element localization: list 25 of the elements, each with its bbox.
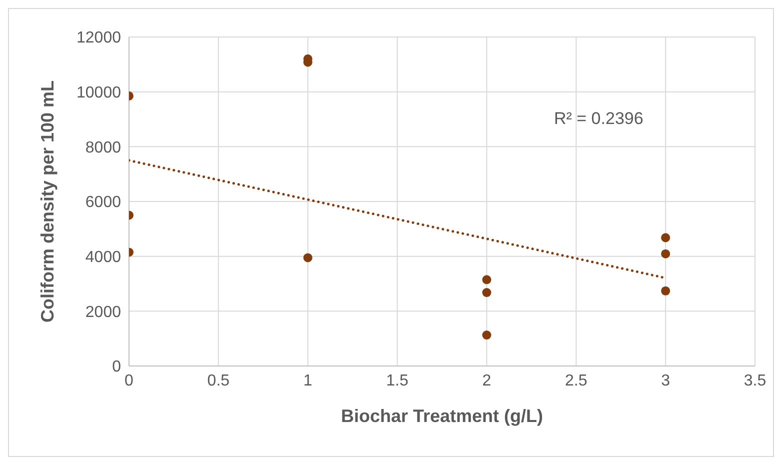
point [303, 253, 312, 262]
annotation: R² = 0.2396 [554, 109, 644, 129]
x-axis-title: Biochar Treatment (g/L) [340, 406, 544, 426]
y-tick-label: 6000 [85, 194, 122, 212]
point [482, 275, 492, 284]
point [661, 286, 670, 296]
x-tick-label: 2 [482, 372, 492, 390]
x-tick-label: 3.5 [744, 372, 766, 390]
point [661, 249, 670, 258]
point [482, 288, 492, 298]
x-tick-label: 2.5 [565, 372, 588, 390]
point [482, 330, 492, 340]
x-tick-label: 1.5 [386, 372, 409, 390]
y-tick-label: 8000 [85, 139, 122, 156]
y-tick-label: 4000 [85, 249, 122, 266]
x-tick-label: 1 [303, 372, 312, 390]
point [661, 233, 670, 242]
y-tick-label: 0 [112, 358, 122, 376]
x-tick-label: 0 [124, 372, 134, 390]
x-tick-label: 3 [661, 372, 670, 390]
y-tick-label: 10000 [76, 84, 122, 102]
y-axis-title: Coliform density per 100 mL [37, 80, 58, 323]
y-tick-label: 12000 [76, 30, 122, 47]
y-tick-label: 2000 [85, 304, 122, 321]
x-tick-label: 0.5 [207, 372, 230, 390]
